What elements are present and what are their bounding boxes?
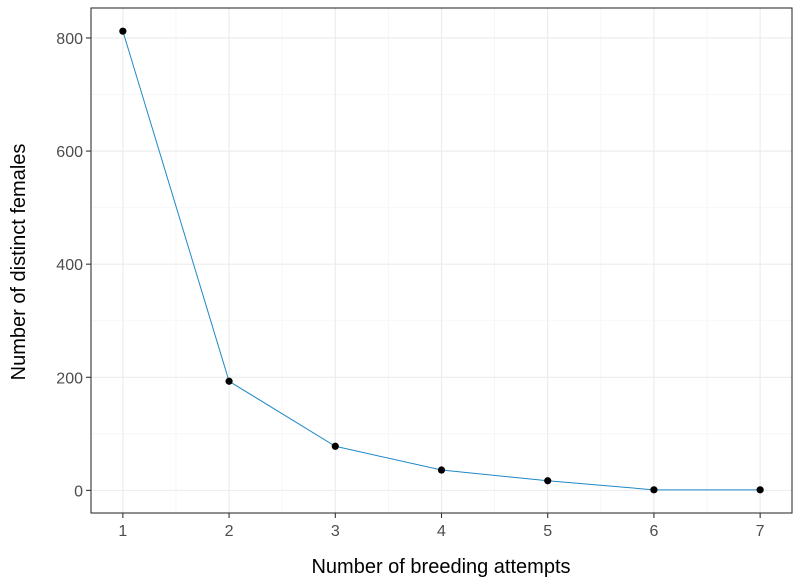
data-point — [119, 27, 127, 35]
x-tick-label: 6 — [649, 523, 658, 540]
y-axis: 0 200 400 600 800 — [56, 31, 91, 500]
y-tick-label: 600 — [56, 144, 83, 161]
y-tick-label: 400 — [56, 257, 83, 274]
data-points — [119, 27, 764, 494]
grid-major — [91, 8, 792, 513]
data-point — [437, 466, 446, 474]
x-axis-title: Number of breeding attempts — [311, 556, 570, 578]
x-axis: 1 2 3 4 5 6 7 — [118, 513, 765, 540]
data-point — [544, 477, 552, 485]
data-point — [331, 442, 339, 450]
data-point — [225, 377, 233, 385]
x-tick-label: 4 — [437, 523, 446, 540]
x-tick-label: 1 — [118, 523, 127, 540]
y-tick-label: 800 — [56, 31, 83, 48]
x-tick-label: 5 — [543, 523, 552, 540]
y-tick-label: 0 — [74, 483, 83, 500]
data-point — [756, 486, 764, 494]
y-axis-title: Number of distinct females — [8, 144, 30, 381]
x-tick-label: 3 — [331, 523, 340, 540]
y-tick-label: 200 — [56, 370, 83, 387]
data-point — [650, 486, 658, 494]
x-tick-label: 7 — [756, 523, 765, 540]
x-tick-label: 2 — [225, 523, 234, 540]
